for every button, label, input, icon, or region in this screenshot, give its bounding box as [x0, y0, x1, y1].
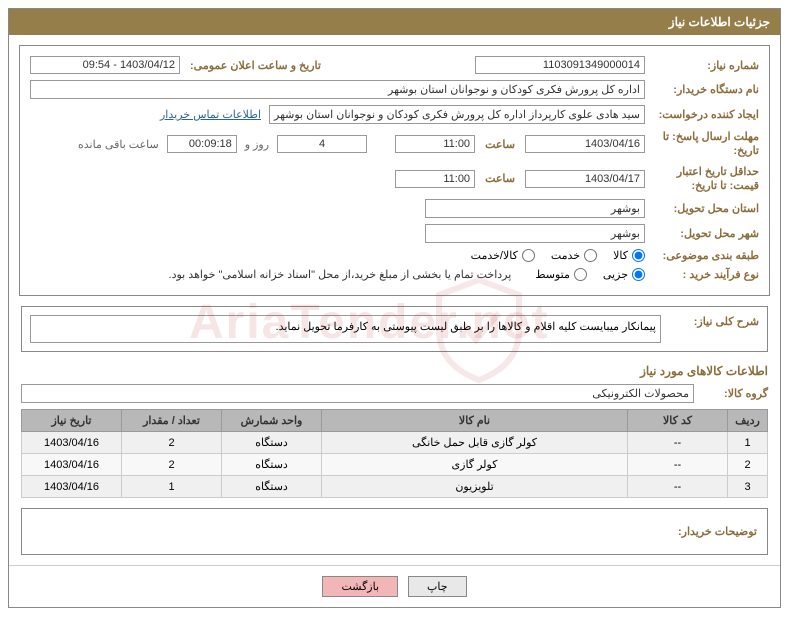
requester-value: سید هادی علوی کارپرداز اداره کل پرورش فک… [269, 105, 645, 124]
remain-label: ساعت باقی مانده [78, 138, 159, 151]
table-cell: 1403/04/16 [22, 454, 122, 476]
buyer-org-label: نام دستگاه خریدار: [649, 83, 759, 96]
th-row: ردیف [728, 410, 768, 432]
group-value: محصولات الکترونیکی [21, 384, 694, 403]
category-label: طبقه بندی موضوعی: [649, 249, 759, 262]
table-cell: 1 [728, 432, 768, 454]
radio-small-label: جزیی [603, 268, 628, 281]
table-cell: کولر گازی [322, 454, 628, 476]
days-label: روز و [245, 138, 269, 151]
need-number-value: 1103091349000014 [475, 56, 645, 74]
radio-medium[interactable]: متوسط [535, 268, 587, 281]
table-cell: 2 [122, 432, 222, 454]
table-cell: دستگاه [222, 454, 322, 476]
description-box: شرح کلی نیاز: پیمانکار میبایست کلیه اقلا… [21, 306, 768, 352]
time-label-2: ساعت [485, 172, 515, 185]
requester-label: ایجاد کننده درخواست: [649, 108, 759, 121]
table-cell: دستگاه [222, 432, 322, 454]
city-value: بوشهر [425, 224, 645, 243]
radio-goods[interactable]: کالا [613, 249, 645, 262]
need-number-label: شماره نیاز: [649, 59, 759, 72]
radio-small[interactable]: جزیی [603, 268, 645, 281]
th-name: نام کالا [322, 410, 628, 432]
footer-buttons: چاپ بازگشت [9, 565, 780, 607]
radio-both-input[interactable] [522, 249, 535, 262]
deadline-time: 11:00 [395, 135, 475, 153]
time-label-1: ساعت [485, 138, 515, 151]
process-label: نوع فرآیند خرید : [649, 268, 759, 281]
deadline-date: 1403/04/16 [525, 135, 645, 153]
remain-time: 00:09:18 [167, 135, 237, 153]
print-button[interactable]: چاپ [408, 576, 467, 597]
table-row: 2--کولر گازیدستگاه21403/04/16 [22, 454, 768, 476]
table-cell: 1 [122, 476, 222, 498]
table-cell: -- [628, 432, 728, 454]
announce-label: تاریخ و ساعت اعلان عمومی: [190, 59, 321, 72]
table-cell: 3 [728, 476, 768, 498]
radio-goods-input[interactable] [632, 249, 645, 262]
radio-service-input[interactable] [584, 249, 597, 262]
radio-both-label: کالا/خدمت [471, 249, 518, 262]
buyer-note-box: توضیحات خریدار: [21, 508, 768, 555]
table-cell: 1403/04/16 [22, 432, 122, 454]
validity-label: حداقل تاریخ اعتبار قیمت: تا تاریخ: [649, 165, 759, 194]
category-radio-group: کالا خدمت کالا/خدمت [471, 249, 645, 262]
back-button[interactable]: بازگشت [322, 576, 398, 597]
radio-medium-input[interactable] [574, 268, 587, 281]
validity-time: 11:00 [395, 170, 475, 188]
desc-label: شرح کلی نیاز: [669, 315, 759, 328]
info-panel: شماره نیاز: 1103091349000014 تاریخ و ساع… [19, 45, 770, 296]
table-row: 3--تلویزیوندستگاه11403/04/16 [22, 476, 768, 498]
goods-table: ردیف کد کالا نام کالا واحد شمارش تعداد /… [21, 409, 768, 498]
table-cell: 2 [728, 454, 768, 476]
goods-section-title: اطلاعات کالاهای مورد نیاز [21, 364, 768, 378]
deadline-label: مهلت ارسال پاسخ: تا تاریخ: [649, 130, 759, 159]
radio-small-input[interactable] [632, 268, 645, 281]
table-cell: تلویزیون [322, 476, 628, 498]
table-cell: 2 [122, 454, 222, 476]
table-cell: -- [628, 454, 728, 476]
buyer-org-value: اداره کل پرورش فکری کودکان و نوجوانان اس… [30, 80, 645, 99]
radio-both[interactable]: کالا/خدمت [471, 249, 535, 262]
panel-header: جزئیات اطلاعات نیاز [9, 9, 780, 35]
radio-goods-label: کالا [613, 249, 628, 262]
th-code: کد کالا [628, 410, 728, 432]
th-qty: تعداد / مقدار [122, 410, 222, 432]
th-date: تاریخ نیاز [22, 410, 122, 432]
table-cell: -- [628, 476, 728, 498]
province-value: بوشهر [425, 199, 645, 218]
province-label: استان محل تحویل: [649, 202, 759, 215]
desc-text: پیمانکار میبایست کلیه اقلام و کالاها را … [30, 315, 661, 343]
announce-value: 1403/04/12 - 09:54 [30, 56, 180, 74]
group-label: گروه کالا: [698, 387, 768, 400]
buyer-note-label: توضیحات خریدار: [678, 526, 757, 538]
table-cell: کولر گازی قابل حمل خانگی [322, 432, 628, 454]
radio-service[interactable]: خدمت [551, 249, 597, 262]
table-cell: دستگاه [222, 476, 322, 498]
table-row: 1--کولر گازی قابل حمل خانگیدستگاه21403/0… [22, 432, 768, 454]
radio-medium-label: متوسط [535, 268, 570, 281]
process-radio-group: جزیی متوسط [535, 268, 645, 281]
th-unit: واحد شمارش [222, 410, 322, 432]
days-value: 4 [277, 135, 367, 153]
watermark-shield [429, 275, 529, 385]
radio-service-label: خدمت [551, 249, 580, 262]
table-cell: 1403/04/16 [22, 476, 122, 498]
contact-link[interactable]: اطلاعات تماس خریدار [160, 108, 261, 121]
validity-date: 1403/04/17 [525, 170, 645, 188]
city-label: شهر محل تحویل: [649, 227, 759, 240]
